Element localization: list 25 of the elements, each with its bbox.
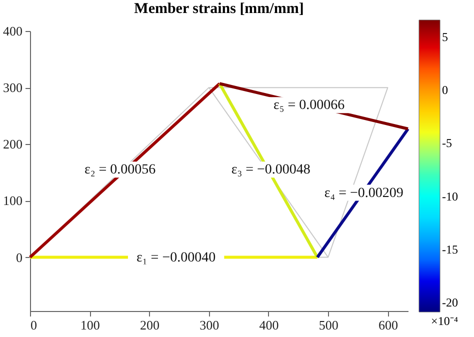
y-tick-label: 100 — [3, 193, 22, 208]
y-tick-label: 300 — [3, 80, 22, 96]
annotation: ε₃ = −0.00048 — [231, 162, 310, 178]
color-bar-label: 0 — [442, 83, 448, 98]
y-tick-label: 400 — [3, 24, 22, 38]
color-bar-title: ×10⁻⁴ — [431, 314, 458, 328]
x-tick-label: 300 — [200, 318, 220, 332]
color-bar-label: 5 — [442, 30, 448, 44]
x-tick-label: 600 — [378, 318, 398, 332]
x-tick-label: 400 — [259, 318, 279, 332]
color-bar-label: -10 — [442, 189, 458, 204]
x-tick-label: 0 — [30, 318, 37, 332]
color-bar-label: -20 — [442, 295, 458, 310]
x-tick-label: 200 — [140, 318, 160, 332]
y-tick-label: 200 — [3, 136, 22, 152]
chart-title: Member strains [mm/mm] — [134, 1, 304, 17]
annotation: ε₁ = −0.00040 — [136, 250, 216, 266]
color-bar-label: -5 — [442, 136, 452, 150]
color-bar-label: -15 — [442, 242, 458, 256]
x-tick-label: 100 — [80, 318, 100, 332]
annotation: ε₄ = −0.00209 — [324, 186, 404, 201]
annotation: ε₂ = 0.00056 — [84, 162, 156, 178]
y-tick-label: 0 — [16, 250, 22, 265]
annotation: ε₅ = 0.00066 — [273, 98, 345, 114]
x-tick-label: 500 — [318, 318, 338, 332]
